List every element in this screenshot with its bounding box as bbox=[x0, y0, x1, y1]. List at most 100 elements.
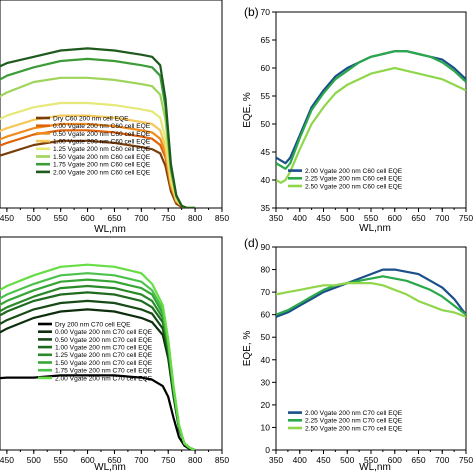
legend-entry: 2.25 Vgate 200 nm C60 cell EQE bbox=[305, 176, 403, 183]
y-axis-label: EQE, % bbox=[242, 331, 253, 367]
x-tick-label: 600 bbox=[80, 213, 94, 223]
series-line-1 bbox=[276, 275, 466, 316]
x-axis-label: WL,nm bbox=[94, 462, 126, 473]
x-tick-label: 650 bbox=[107, 455, 121, 465]
legend-entry: 1.50 Vgate 200 nm C70 cell EQE bbox=[55, 360, 153, 367]
plot-frame bbox=[0, 0, 223, 209]
x-tick-label: 500 bbox=[340, 213, 354, 223]
x-tick-label: 450 bbox=[0, 213, 14, 223]
y-tick-label: 70 bbox=[261, 7, 271, 17]
x-tick-label: 650 bbox=[107, 213, 121, 223]
series-line-7 bbox=[0, 47, 196, 208]
y-tick-label: 60 bbox=[261, 310, 271, 320]
y-tick-label: 45 bbox=[261, 147, 271, 157]
y-axis-label: EQE, % bbox=[242, 92, 253, 128]
chart-panel-0: 450 500 550 600 650 700 750 800 850 WL,nm Dry C60 … bbox=[0, 0, 229, 235]
y-tick-label: 70 bbox=[261, 287, 271, 297]
x-tick-label: 800 bbox=[188, 455, 202, 465]
legend-entry: 1.25 Vgate 200 nm C70 cell EQE bbox=[55, 352, 153, 359]
x-tick-label: 700 bbox=[134, 213, 148, 223]
series-line-1 bbox=[276, 50, 466, 170]
x-tick-label: 700 bbox=[134, 455, 148, 465]
y-tick-label: 60 bbox=[261, 63, 271, 73]
legend-entry: 2.50 Vgate 200 nm C70 cell EQE bbox=[305, 425, 403, 432]
x-tick-label: 550 bbox=[364, 455, 378, 465]
y-tick-label: 30 bbox=[261, 377, 271, 387]
legend-entry: 0.50 Vgate 200 nm C60 cell EQE bbox=[53, 131, 151, 138]
x-axis-label: WL,nm bbox=[359, 223, 391, 234]
x-tick-label: 350 bbox=[269, 455, 283, 465]
x-tick-label: 750 bbox=[161, 213, 175, 223]
legend-entry: 2.00 Vgate 200 nm C70 cell EQE bbox=[305, 410, 403, 417]
legend-entry: 2.00 Vgate 200 nm C60 cell EQE bbox=[305, 168, 403, 175]
y-tick-label: 90 bbox=[261, 242, 271, 252]
x-tick-label: 450 bbox=[0, 455, 14, 465]
y-tick-label: 35 bbox=[261, 203, 271, 213]
legend-entry: 2.00 Vgate 200 nm C60 cell EQE bbox=[53, 169, 151, 176]
legend-entry: Dry 200 nm C70 cell EQE bbox=[55, 321, 131, 328]
y-tick-label: 55 bbox=[261, 91, 271, 101]
x-tick-label: 650 bbox=[411, 455, 425, 465]
x-tick-label: 750 bbox=[161, 455, 175, 465]
series-line-7 bbox=[0, 263, 196, 450]
x-axis-label: WL,nm bbox=[359, 462, 391, 473]
x-tick-label: 350 bbox=[269, 213, 283, 223]
x-axis-label: WL,nm bbox=[94, 224, 126, 235]
y-tick-label: 50 bbox=[261, 119, 271, 129]
x-tick-label: 400 bbox=[293, 455, 307, 465]
x-tick-label: 550 bbox=[364, 213, 378, 223]
x-tick-label: 600 bbox=[388, 213, 402, 223]
x-tick-label: 750 bbox=[459, 213, 473, 223]
x-tick-label: 500 bbox=[340, 455, 354, 465]
x-tick-label: 850 bbox=[215, 213, 229, 223]
x-tick-label: 400 bbox=[293, 213, 307, 223]
y-tick-label: 50 bbox=[261, 332, 271, 342]
x-tick-label: 650 bbox=[411, 213, 425, 223]
x-tick-label: 550 bbox=[54, 213, 68, 223]
y-tick-label: 40 bbox=[261, 175, 271, 185]
legend-entry: 1.50 Vgate 200 nm C60 cell EQE bbox=[53, 154, 151, 161]
panel-label: (d) bbox=[244, 236, 259, 250]
legend-entry: 0.00 Vgate 200 nm C70 cell EQE bbox=[55, 329, 153, 336]
legend-entry: 0.50 Vgate 200 nm C70 cell EQE bbox=[55, 337, 153, 344]
x-tick-label: 450 bbox=[316, 455, 330, 465]
x-tick-label: 500 bbox=[27, 455, 41, 465]
legend-entry: Dry C60 200 nm cell EQE bbox=[53, 115, 129, 122]
x-tick-label: 850 bbox=[215, 455, 229, 465]
legend-entry: 1.75 Vgate 200 nm C70 cell EQE bbox=[55, 368, 153, 375]
legend-entry: 2.00 Vgate 200 nm C70 cell EQE bbox=[55, 375, 153, 382]
y-tick-label: 0 bbox=[265, 445, 270, 455]
x-tick-label: 500 bbox=[27, 213, 41, 223]
y-tick-label: 10 bbox=[261, 422, 271, 432]
x-tick-label: 600 bbox=[80, 455, 94, 465]
legend-entry: 1.75 Vgate 200 nm C60 cell EQE bbox=[53, 162, 151, 169]
x-tick-label: 600 bbox=[388, 455, 402, 465]
legend-entry: 2.25 Vgate 200 nm C70 cell EQE bbox=[305, 418, 403, 425]
chart-panel-1: 350 400 450 500 550 600 650 700 750 35 40 45 50 55 60 6… bbox=[242, 5, 473, 234]
series-line-0 bbox=[276, 268, 466, 318]
series-line-0 bbox=[276, 50, 466, 165]
y-tick-label: 20 bbox=[261, 400, 271, 410]
legend-entry: 2.50 Vgate 200 nm C60 cell EQE bbox=[305, 183, 403, 190]
panel-label: (b) bbox=[244, 5, 259, 19]
x-tick-label: 700 bbox=[435, 213, 449, 223]
x-tick-label: 700 bbox=[435, 455, 449, 465]
plot-frame bbox=[0, 236, 223, 451]
chart-panel-2: 450 500 550 600 650 700 750 800 850 WL,nm Dry 200 … bbox=[0, 236, 229, 473]
x-tick-label: 750 bbox=[459, 455, 473, 465]
legend-entry: 1.00 Vgate 200 nm C60 cell EQE bbox=[53, 139, 151, 146]
y-tick-label: 80 bbox=[261, 265, 271, 275]
series-line-2 bbox=[276, 282, 466, 318]
series-line-0 bbox=[0, 374, 196, 450]
chart-panel-3: 350 400 450 500 550 600 650 700 750 0 10 20 30 40 50 60… bbox=[242, 236, 473, 473]
x-tick-label: 450 bbox=[316, 213, 330, 223]
legend-entry: 1.00 Vgate 200 nm C70 cell EQE bbox=[55, 345, 153, 352]
legend-entry: 1.25 Vgate 200 nm C60 cell EQE bbox=[53, 146, 151, 153]
x-tick-label: 550 bbox=[54, 455, 68, 465]
legend-entry: 0.00 Vgate 200 nm C60 cell EQE bbox=[53, 123, 151, 130]
